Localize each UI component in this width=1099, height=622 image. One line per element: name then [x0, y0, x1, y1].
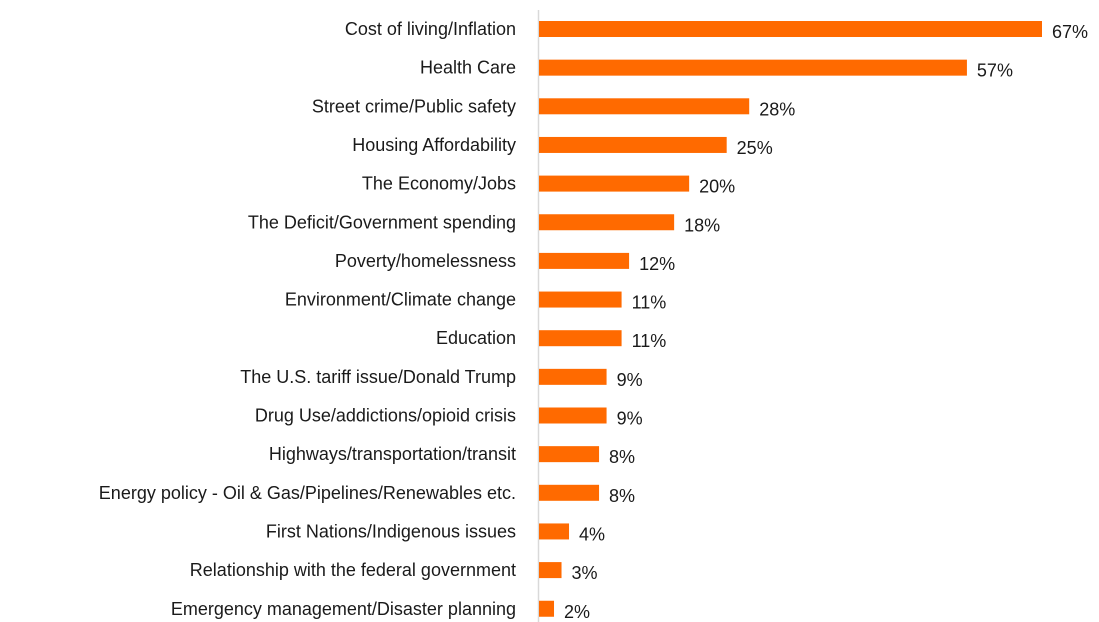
bar	[539, 98, 750, 115]
bar	[539, 523, 570, 540]
value-label: 67%	[1052, 22, 1088, 42]
bar	[539, 136, 727, 153]
category-label: Emergency management/Disaster planning	[171, 599, 516, 619]
bar	[539, 59, 967, 76]
bar	[539, 600, 555, 617]
value-label: 3%	[572, 563, 598, 583]
value-label: 9%	[617, 409, 643, 429]
category-labels-group: Cost of living/Inflation Health Care Stree…	[99, 19, 516, 619]
bar	[539, 175, 690, 192]
value-label: 18%	[684, 215, 720, 235]
category-label: Highways/transportation/transit	[269, 444, 516, 464]
value-label: 9%	[617, 370, 643, 390]
value-label: 25%	[737, 138, 773, 158]
category-label: Health Care	[420, 58, 516, 78]
category-label: Energy policy - Oil & Gas/Pipelines/Rene…	[99, 483, 516, 503]
category-label: Cost of living/Inflation	[345, 19, 516, 39]
category-label: Drug Use/addictions/opioid crisis	[255, 406, 516, 426]
category-label: The U.S. tariff issue/Donald Trump	[240, 367, 516, 387]
value-label: 8%	[609, 486, 635, 506]
value-label: 28%	[759, 99, 795, 119]
category-label: Environment/Climate change	[285, 290, 516, 310]
bars-group	[539, 21, 1042, 617]
category-label: Poverty/homelessness	[335, 251, 516, 271]
category-label: The Economy/Jobs	[362, 174, 516, 194]
bar	[539, 330, 622, 347]
value-label: 2%	[564, 602, 590, 622]
bar	[539, 21, 1042, 37]
category-label: Housing Affordability	[352, 135, 516, 155]
value-label: 12%	[639, 254, 675, 274]
bar	[539, 252, 630, 269]
bar	[539, 407, 607, 424]
category-label: The Deficit/Government spending	[248, 212, 516, 232]
value-labels-group: 67%57%28%25%20%18%12%11%11%9%9%8%8%4%3%2…	[564, 22, 1088, 622]
bar	[539, 484, 600, 501]
value-label: 20%	[699, 177, 735, 197]
bar	[539, 368, 607, 385]
value-label: 8%	[609, 447, 635, 467]
bar	[539, 446, 600, 463]
value-label: 11%	[632, 331, 667, 351]
category-label: First Nations/Indigenous issues	[266, 521, 516, 541]
value-label: 4%	[579, 524, 605, 544]
category-label: Relationship with the federal government	[190, 560, 516, 580]
bar	[539, 291, 622, 308]
bar	[539, 214, 675, 231]
category-label: Street crime/Public safety	[312, 96, 516, 116]
category-label: Education	[436, 328, 516, 348]
value-label: 57%	[977, 61, 1013, 81]
value-label: 11%	[632, 293, 667, 313]
bar	[539, 562, 562, 579]
